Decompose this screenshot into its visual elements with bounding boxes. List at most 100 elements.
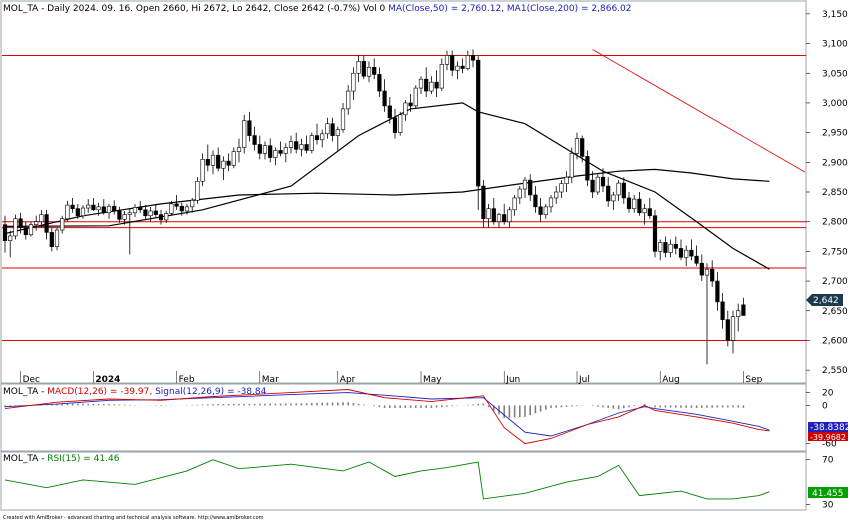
macd-y-tick-label-2: -60 bbox=[822, 440, 837, 450]
candle-body-85 bbox=[444, 55, 450, 65]
candle-body-20 bbox=[106, 205, 112, 214]
last-price-label: 2,642 bbox=[813, 296, 839, 306]
macd-panel-frame bbox=[0, 383, 807, 452]
candle-body-59 bbox=[309, 135, 314, 151]
x-month-label-3: Mar bbox=[262, 375, 279, 385]
candle-body-82 bbox=[429, 81, 434, 92]
candle-body-22 bbox=[117, 210, 122, 220]
candle-body-19 bbox=[101, 206, 106, 214]
candle-body-64 bbox=[335, 129, 340, 136]
candle-body-92 bbox=[481, 185, 486, 220]
price-y-tick-label-4: 2,950 bbox=[822, 129, 848, 139]
descending-trendline bbox=[592, 49, 806, 173]
candle-body-13 bbox=[70, 204, 75, 209]
price-y-tick-label-5: 2,900 bbox=[822, 158, 848, 168]
price-y-tick-label-2: 3,050 bbox=[822, 69, 848, 79]
candle-body-95 bbox=[496, 214, 502, 222]
candle-body-37 bbox=[195, 181, 200, 201]
rsi-title: MOL_TA - RSI(15) = 41.46 bbox=[3, 454, 120, 464]
x-month-label-7: Jul bbox=[578, 375, 590, 385]
candle-body-6 bbox=[34, 221, 39, 225]
candle-body-73 bbox=[382, 90, 387, 107]
candle-body-36 bbox=[190, 200, 195, 208]
signal-last-value: -38.8382 bbox=[810, 423, 850, 433]
candle-body-114 bbox=[595, 176, 600, 193]
candle-body-94 bbox=[491, 208, 496, 222]
macd-title: MOL_TA - MACD(12,26) = -39.97, Signal(12… bbox=[3, 387, 267, 397]
rsi-badge-bg bbox=[808, 487, 848, 498]
candle-body-130 bbox=[678, 248, 684, 258]
candle-body-4 bbox=[23, 227, 28, 236]
price-y-tick-label-0: 3,150 bbox=[822, 10, 848, 20]
candle-body-105 bbox=[548, 197, 554, 208]
candle-body-126 bbox=[658, 242, 663, 252]
candle-body-16 bbox=[86, 204, 91, 209]
candle-body-129 bbox=[673, 243, 678, 249]
rsi-y-tick-label-1: 30 bbox=[822, 501, 834, 511]
candle-body-109 bbox=[569, 153, 574, 178]
candle-body-25 bbox=[132, 207, 138, 214]
candle-body-7 bbox=[39, 214, 44, 222]
candle-body-111 bbox=[580, 138, 585, 157]
candle-body-2 bbox=[13, 218, 18, 237]
candle-body-93 bbox=[486, 208, 491, 220]
candle-body-33 bbox=[174, 203, 179, 207]
macd-title-signal: Signal(12,26,9) = -38.84 bbox=[155, 387, 267, 397]
candle-body-9 bbox=[49, 232, 54, 247]
x-month-label-6: Jun bbox=[505, 375, 520, 385]
candle-body-14 bbox=[75, 208, 80, 217]
candle-body-29 bbox=[153, 210, 158, 215]
candle-body-106 bbox=[554, 191, 559, 199]
candle-body-56 bbox=[294, 141, 299, 150]
price-y-tick-label-6: 2,850 bbox=[822, 188, 848, 198]
candle-body-38 bbox=[200, 159, 205, 182]
candle-body-43 bbox=[226, 160, 231, 166]
candle-body-134 bbox=[699, 262, 704, 276]
candle-body-113 bbox=[590, 179, 595, 193]
signal-badge-bg bbox=[808, 422, 848, 432]
candle-body-24 bbox=[127, 212, 132, 215]
price-y-tick-label-9: 2,700 bbox=[822, 277, 848, 287]
price-title-ma: MA(Close,50) = 2,760.12, MA1(Close,200) … bbox=[388, 4, 631, 14]
candle-body-67 bbox=[351, 72, 356, 92]
candle-body-69 bbox=[361, 61, 366, 77]
price-y-tick-label-11: 2,600 bbox=[822, 336, 848, 346]
candle-body-133 bbox=[694, 255, 699, 264]
candle-body-11 bbox=[60, 218, 65, 231]
macd-value-badges: -38.8382 -39.9682 bbox=[808, 422, 850, 442]
candle-body-102 bbox=[533, 194, 538, 208]
candle-body-137 bbox=[715, 280, 720, 303]
candle-body-26 bbox=[138, 207, 143, 211]
price-y-tick-label-7: 2,800 bbox=[822, 218, 848, 228]
candle-body-58 bbox=[304, 144, 309, 151]
candle-body-23 bbox=[122, 214, 127, 220]
candle-body-12 bbox=[65, 204, 70, 220]
rsi-series bbox=[4, 459, 770, 500]
rsi-title-rsi: RSI(15) = 41.46 bbox=[47, 454, 119, 464]
candle-body-101 bbox=[528, 179, 533, 196]
candle-body-63 bbox=[330, 123, 335, 136]
candle-body-75 bbox=[392, 117, 398, 133]
price-y-tick-label-10: 2,650 bbox=[822, 307, 848, 317]
candle-body-78 bbox=[408, 102, 413, 107]
candle-body-28 bbox=[148, 210, 153, 217]
candle-body-76 bbox=[398, 114, 403, 133]
candle-body-65 bbox=[340, 108, 346, 130]
candle-body-21 bbox=[112, 205, 117, 212]
candle-body-54 bbox=[283, 147, 288, 154]
candle-body-46 bbox=[242, 120, 247, 148]
candle-body-81 bbox=[424, 78, 429, 92]
macd-y-tick-label-0: 20 bbox=[822, 389, 834, 399]
candle-body-104 bbox=[543, 206, 548, 215]
candle-body-122 bbox=[637, 198, 642, 214]
candle-body-48 bbox=[252, 135, 257, 145]
candle-body-68 bbox=[356, 61, 361, 74]
ma200-line bbox=[4, 168, 770, 235]
macd-series bbox=[4, 389, 770, 445]
candle-body-1 bbox=[8, 235, 13, 241]
candle-body-77 bbox=[403, 102, 408, 116]
price-title: MOL_TA - Daily 2024. 09. 16. Open 2660, … bbox=[3, 4, 631, 14]
candle-body-35 bbox=[184, 206, 190, 212]
